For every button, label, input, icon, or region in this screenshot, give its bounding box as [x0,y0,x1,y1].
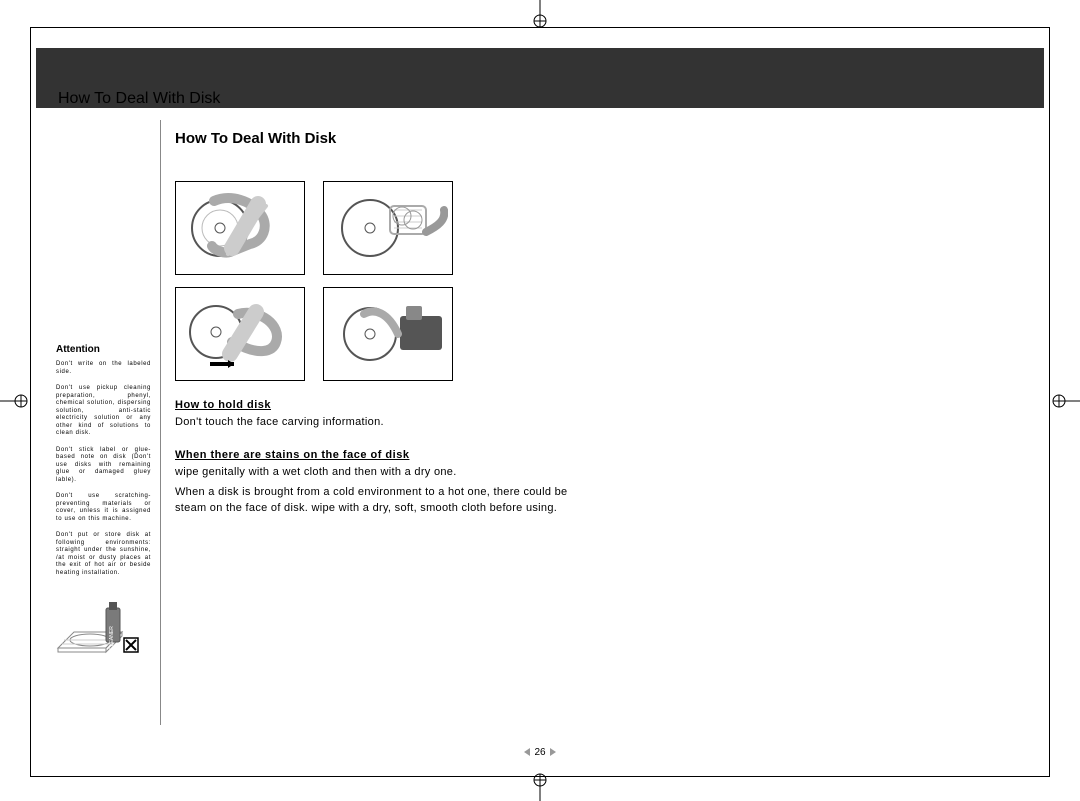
cleaner-icon: CLEANER [56,598,142,663]
illus-wipe-disk [323,181,453,275]
page-number: 26 [0,743,1080,761]
illus-insert-disk [323,287,453,381]
illus-push-disk [175,287,305,381]
registration-mark-bottom [525,773,555,801]
attention-item: Don't stick label or glue-based note on … [56,447,151,485]
attention-item: Don't put or store disk at following env… [56,532,151,577]
section-heading-1: When there are stains on the face of dis… [175,449,655,461]
main-heading: How To Deal With Disk [175,130,655,147]
section-para-1-0: wipe genitally with a wet cloth and then… [175,465,575,481]
vertical-divider [160,120,161,725]
page-root: How To Deal With Disk How To Deal With D… [0,0,1080,801]
section-heading-0: How to hold disk [175,399,655,411]
section-1: When there are stains on the face of dis… [175,449,655,517]
triangle-left-icon [524,748,530,756]
illus-hold-disk [175,181,305,275]
section-0: How to hold disk Don't touch the face ca… [175,399,655,431]
attention-item: Don't write on the labeled side. [56,361,151,376]
registration-mark-left [0,386,28,416]
attention-heading: Attention [56,344,151,355]
registration-mark-right [1052,386,1080,416]
illustration-row-1 [175,181,655,275]
header-title: How To Deal With Disk [58,90,220,108]
triangle-right-icon [550,748,556,756]
attention-item: Don't use pickup cleaning preparation, p… [56,385,151,438]
illustration-row-2 [175,287,655,381]
section-para-1-1: When a disk is brought from a cold envir… [175,485,575,517]
cleaner-label: CLEANER [109,626,115,650]
section-para-0-0: Don't touch the face carving information… [175,415,575,431]
main-column: How To Deal With Disk [175,130,655,517]
attention-sidebar: Attention Don't write on the labeled sid… [56,344,151,586]
attention-item: Don't use scratching-preventing material… [56,493,151,523]
registration-mark-top [525,0,555,28]
page-number-value: 26 [534,747,545,758]
